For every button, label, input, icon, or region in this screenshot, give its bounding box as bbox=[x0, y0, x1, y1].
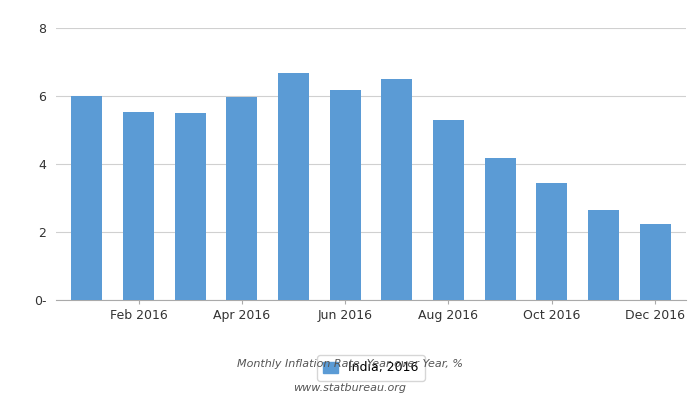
Text: www.statbureau.org: www.statbureau.org bbox=[293, 383, 407, 393]
Bar bbox=[71, 96, 102, 300]
Bar bbox=[640, 224, 671, 300]
Bar bbox=[484, 158, 516, 300]
Bar bbox=[278, 73, 309, 300]
Bar bbox=[175, 113, 206, 300]
Text: Monthly Inflation Rate, Year over Year, %: Monthly Inflation Rate, Year over Year, … bbox=[237, 359, 463, 369]
Bar bbox=[226, 97, 258, 300]
Legend: India, 2016: India, 2016 bbox=[317, 355, 425, 381]
Bar bbox=[536, 183, 567, 300]
Bar bbox=[588, 210, 619, 300]
Bar bbox=[123, 112, 154, 300]
Bar bbox=[330, 90, 360, 300]
Bar bbox=[382, 79, 412, 300]
Bar bbox=[433, 120, 464, 300]
